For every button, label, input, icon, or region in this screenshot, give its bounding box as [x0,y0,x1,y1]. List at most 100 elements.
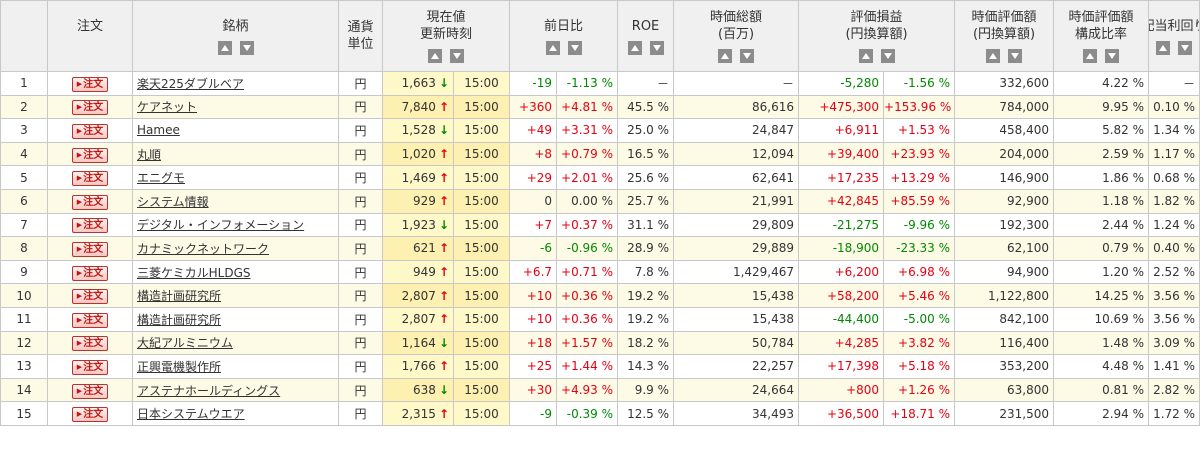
market-value-cell: 842,100 [954,306,1055,332]
order-button[interactable]: ▶ 注文 [72,383,108,399]
market-value-cell: 94,900 [954,259,1055,285]
profit-loss-cell: -44,400 [798,306,885,332]
order-button[interactable]: ▶ 注文 [72,289,108,305]
table-row: 15 ▶ 注文 日本システムウエア円 2,315 ↑ 15:00 -9 -0.39 % 12.5 … [0,401,1200,426]
profit-loss-cell: -18,900 [798,236,885,261]
arrow-up-icon: ↑ [438,406,449,421]
sort-asc-icon[interactable] [545,40,560,55]
change-cell: +360 [509,94,558,120]
change-percent-cell: +2.01 % [556,165,619,190]
sort-desc-icon[interactable] [1178,40,1193,55]
market-cap-cell: 50,784 [673,330,800,356]
order-button[interactable]: ▶ 注文 [72,241,108,257]
sort-desc-icon[interactable] [649,40,664,55]
sort-desc-icon[interactable] [880,49,895,63]
update-time-cell: 15:00 [452,377,511,403]
order-button[interactable]: ▶ 注文 [72,123,108,139]
composition-ratio-cell: 2.59 % [1053,141,1150,167]
profit-loss-cell: +36,500 [798,401,885,426]
profit-loss-percent-cell: -5.00 % [883,306,956,332]
market-value-cell: 204,000 [954,141,1055,167]
dividend-yield-cell: 1.17 % [1148,141,1200,167]
currency-cell: 円 [338,236,383,261]
market-value-cell: 62,100 [954,236,1055,261]
stock-name-link[interactable]: デジタル・インフォメーション [137,218,305,233]
price-cell: 621 ↑ [382,236,454,261]
sort-asc-icon[interactable] [1083,49,1098,63]
header-ratio-label-2: 構成比率 [1075,27,1128,42]
stock-name-link[interactable]: カナミックネットワーク [137,241,270,256]
sort-asc-icon[interactable] [627,40,642,55]
row-index: 6 [0,188,48,214]
sort-asc-icon[interactable] [428,49,442,63]
stock-name-link[interactable]: 正興電機製作所 [137,359,222,374]
table-row: 4 ▶ 注文 丸順円 1,020 ↑ 15:00 +8 +0.79 % 16.5 % 12,094 +… [0,141,1200,167]
stock-name-link[interactable]: エニグモ [137,171,186,186]
change-cell: -9 [509,401,558,426]
sort-asc-icon[interactable] [1156,40,1171,55]
sort-asc-icon[interactable] [858,49,873,63]
order-button-label: 注文 [83,102,104,114]
sort-desc-icon[interactable] [1105,49,1120,63]
table-row: 3 ▶ 注文 Hamee 円 1,528 ↓ 15:00 +49 +3.31 % 25.0 % 24,… [0,118,1200,143]
sort-asc-icon[interactable] [217,40,232,55]
order-button[interactable]: ▶ 注文 [72,76,108,92]
change-cell: +25 [509,354,558,379]
stock-name-cell: 正興電機製作所 [132,354,339,379]
order-button[interactable]: ▶ 注文 [72,100,108,116]
sort-buttons-ratio [1083,49,1120,63]
order-cell: ▶ 注文 [47,283,133,308]
stock-name-link[interactable]: 構造計画研究所 [137,312,222,327]
profit-loss-cell: -5,280 [798,71,885,96]
stock-name-link[interactable]: 丸順 [137,147,162,162]
order-button[interactable]: ▶ 注文 [72,194,108,210]
stock-name-link[interactable]: アステナホールディングス [137,383,281,398]
sort-desc-icon[interactable] [740,49,755,63]
change-percent-cell: +0.36 % [556,283,619,308]
currency-cell: 円 [338,71,383,96]
sort-desc-icon[interactable] [239,40,254,55]
stock-name-link[interactable]: 構造計画研究所 [137,289,222,304]
order-button-label: 注文 [83,361,104,373]
price-cell: 638 ↓ [382,377,454,403]
sort-desc-icon[interactable] [450,49,464,63]
stock-name-link[interactable]: 大紀アルミニウム [137,336,233,351]
order-button[interactable]: ▶ 注文 [72,407,108,423]
dividend-yield-cell: 1.24 % [1148,212,1200,238]
order-button[interactable]: ▶ 注文 [72,171,108,187]
order-cell: ▶ 注文 [47,165,133,190]
change-percent-cell: +1.44 % [556,354,619,379]
stock-name-link[interactable]: システム情報 [137,194,209,209]
order-cell: ▶ 注文 [47,401,133,426]
table-row: 2 ▶ 注文 ケアネット円 7,840 ↑ 15:00 +360 +4.81 % 45.5 % 86… [0,94,1200,120]
order-button[interactable]: ▶ 注文 [72,218,108,234]
sort-desc-icon[interactable] [1008,49,1023,63]
stock-name-link[interactable]: 日本システムウエア [137,407,245,422]
price-value: 7,840 [401,99,436,114]
order-button[interactable]: ▶ 注文 [72,359,108,375]
header-price: 現在値 更新時刻 [381,0,511,72]
order-button[interactable]: ▶ 注文 [72,147,108,163]
order-cell: ▶ 注文 [47,354,133,379]
change-cell: +49 [509,118,558,143]
stock-name-cell: 日本システムウエア [132,401,339,426]
order-button[interactable]: ▶ 注文 [72,312,108,328]
stock-name-link[interactable]: ケアネット [137,100,198,115]
stock-name-link[interactable]: 三菱ケミカルHLDGS [137,265,251,280]
table-row: 10 ▶ 注文 構造計画研究所円 2,807 ↑ 15:00 +10 +0.36 % 19.2 %… [0,283,1200,308]
stock-name-link[interactable]: Hamee [137,123,180,138]
order-cell: ▶ 注文 [47,212,133,238]
stock-name-link[interactable]: 楽天225ダブルベア [137,76,244,91]
order-arrow-icon: ▶ [76,268,83,277]
sort-asc-icon[interactable] [718,49,733,63]
order-arrow-icon: ▶ [76,362,83,371]
order-button[interactable]: ▶ 注文 [72,336,108,352]
sort-desc-icon[interactable] [567,40,582,55]
sort-asc-icon[interactable] [986,49,1001,63]
change-cell: +10 [509,283,558,308]
order-arrow-icon: ▶ [76,150,83,159]
header-price-label-2: 更新時刻 [420,27,473,42]
order-button[interactable]: ▶ 注文 [72,265,108,281]
stock-name-cell: 三菱ケミカルHLDGS [132,259,339,285]
change-percent-cell: +4.81 % [556,94,619,120]
